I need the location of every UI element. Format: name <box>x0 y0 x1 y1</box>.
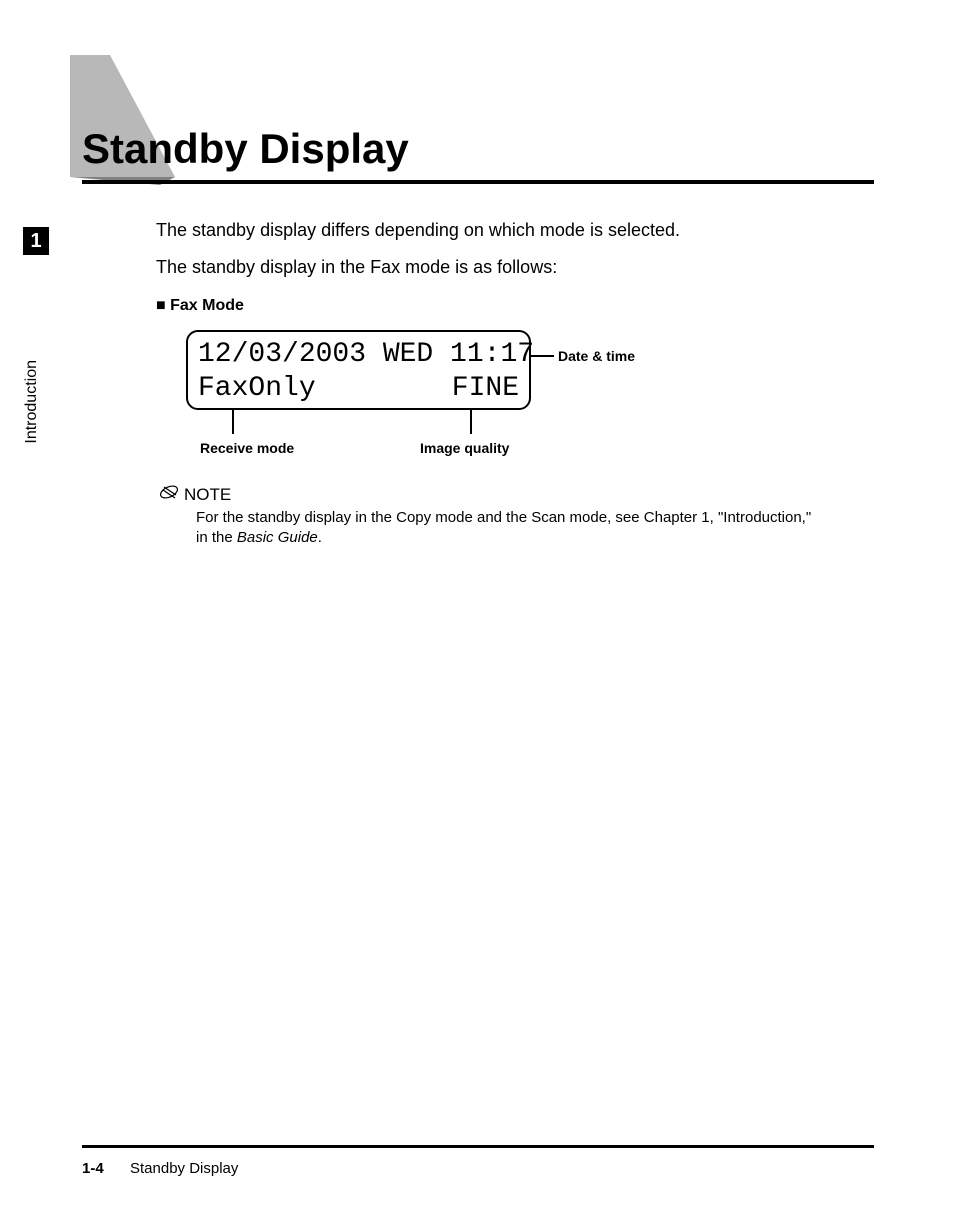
footer-page-number: 1-4 <box>82 1160 104 1177</box>
lcd-display: 12/03/2003 WED 11:17 FaxOnly FINE <box>186 330 531 410</box>
lcd-date-time: 12/03/2003 WED 11:17 <box>198 338 534 372</box>
fax-mode-heading: Fax Mode <box>156 297 244 315</box>
lcd-receive-mode: FaxOnly <box>198 372 316 406</box>
callout-line-datetime <box>530 355 554 357</box>
callout-line-image-quality <box>470 408 472 434</box>
note-text-suffix: . <box>318 529 322 546</box>
chapter-side-label: Introduction <box>23 360 41 444</box>
note-label: NOTE <box>184 485 231 505</box>
footer-rule <box>82 1145 874 1148</box>
page-title: Standby Display <box>82 125 409 173</box>
footer-section-title: Standby Display <box>130 1160 238 1177</box>
note-text-italic: Basic Guide <box>237 529 318 546</box>
lcd-quality: FINE <box>452 372 519 406</box>
callout-date-time: Date & time <box>558 348 635 364</box>
callout-image-quality: Image quality <box>420 440 509 456</box>
intro-paragraph-1: The standby display differs depending on… <box>156 218 680 243</box>
chapter-tab: 1 <box>23 227 49 255</box>
title-underline <box>82 180 874 184</box>
note-icon <box>158 483 180 501</box>
intro-paragraph-2: The standby display in the Fax mode is a… <box>156 255 557 280</box>
callout-receive-mode: Receive mode <box>200 440 294 456</box>
note-body: For the standby display in the Copy mode… <box>196 508 816 549</box>
callout-line-receive-mode <box>232 408 234 434</box>
